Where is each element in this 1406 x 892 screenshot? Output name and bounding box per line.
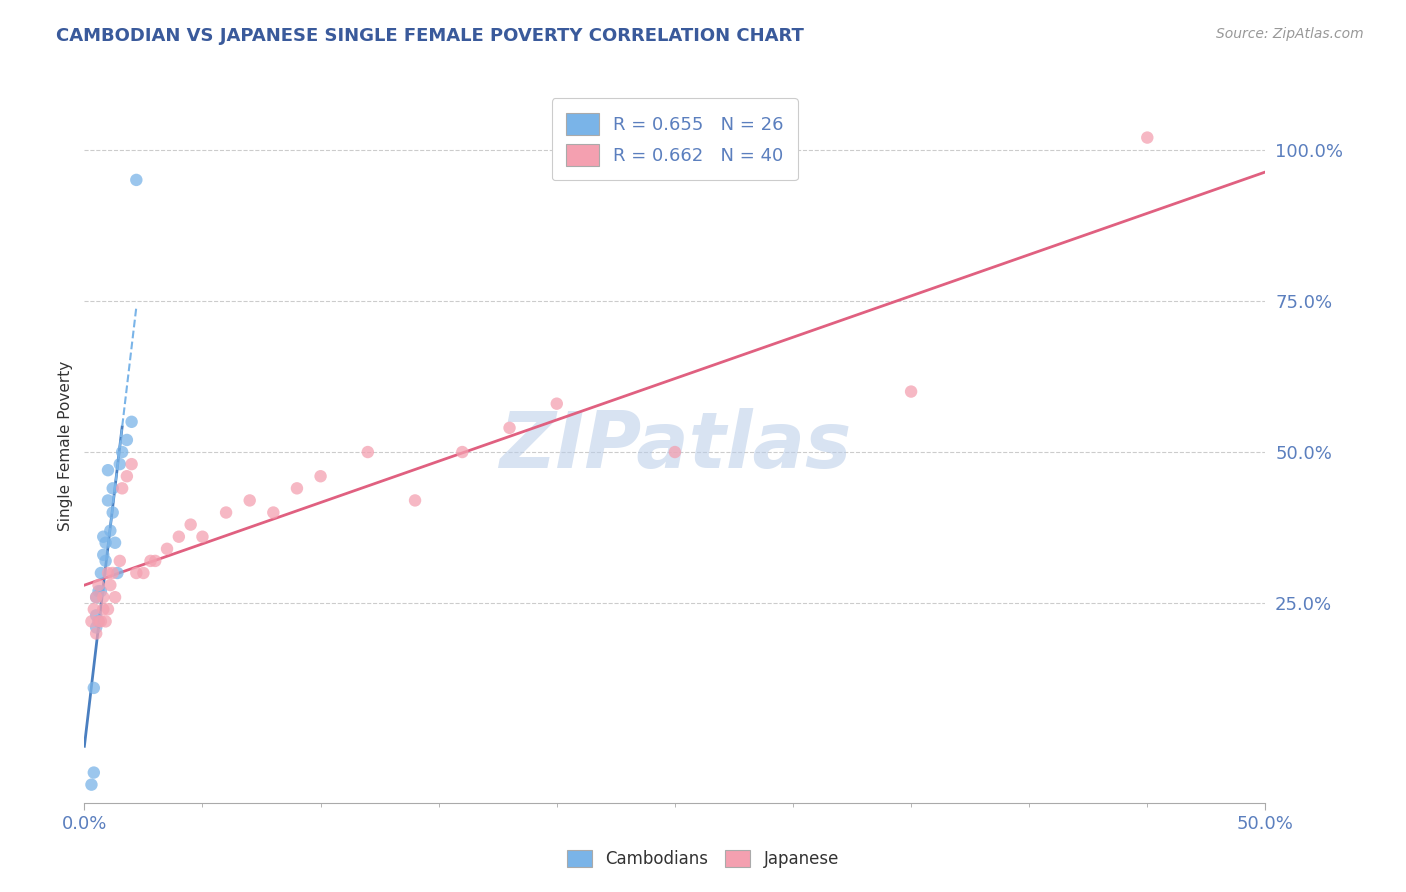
Point	[84, 620, 107, 634]
Point	[180, 517, 202, 532]
Point	[156, 541, 179, 556]
Point	[83, 602, 105, 616]
Point	[90, 566, 112, 580]
Point	[87, 584, 110, 599]
Point	[87, 615, 110, 629]
Point	[94, 535, 117, 549]
Point	[83, 765, 105, 780]
Point	[80, 778, 103, 792]
Point	[97, 566, 120, 580]
Point	[97, 602, 120, 616]
Point	[108, 457, 131, 471]
Point	[121, 415, 143, 429]
Point	[91, 590, 114, 604]
Point	[239, 493, 262, 508]
Point	[132, 566, 155, 580]
Text: ZIPatlas: ZIPatlas	[499, 408, 851, 484]
Point	[262, 506, 284, 520]
Point	[357, 445, 380, 459]
Point	[121, 457, 143, 471]
Point	[664, 445, 686, 459]
Point	[115, 433, 138, 447]
Point	[87, 615, 110, 629]
Point	[97, 463, 120, 477]
Legend: Cambodians, Japanese: Cambodians, Japanese	[561, 843, 845, 875]
Point	[90, 615, 112, 629]
Point	[215, 506, 238, 520]
Point	[98, 578, 121, 592]
Point	[91, 530, 114, 544]
Point	[1136, 130, 1159, 145]
Point	[104, 590, 127, 604]
Point	[94, 554, 117, 568]
Point	[285, 481, 308, 495]
Point	[451, 445, 474, 459]
Point	[101, 481, 124, 495]
Point	[101, 566, 124, 580]
Point	[143, 554, 166, 568]
Point	[111, 445, 134, 459]
Point	[139, 554, 162, 568]
Point	[546, 397, 568, 411]
Point	[115, 469, 138, 483]
Point	[87, 578, 110, 592]
Point	[84, 590, 107, 604]
Point	[94, 615, 117, 629]
Point	[167, 530, 190, 544]
Legend: R = 0.655   N = 26, R = 0.662   N = 40: R = 0.655 N = 26, R = 0.662 N = 40	[551, 98, 799, 180]
Point	[125, 173, 148, 187]
Point	[498, 421, 520, 435]
Text: CAMBODIAN VS JAPANESE SINGLE FEMALE POVERTY CORRELATION CHART: CAMBODIAN VS JAPANESE SINGLE FEMALE POVE…	[56, 27, 804, 45]
Point	[900, 384, 922, 399]
Point	[84, 608, 107, 623]
Point	[107, 566, 129, 580]
Point	[90, 584, 112, 599]
Point	[111, 481, 134, 495]
Point	[98, 524, 121, 538]
Y-axis label: Single Female Poverty: Single Female Poverty	[58, 361, 73, 531]
Point	[309, 469, 332, 483]
Point	[97, 493, 120, 508]
Point	[91, 602, 114, 616]
Point	[84, 590, 107, 604]
Point	[108, 554, 131, 568]
Text: Source: ZipAtlas.com: Source: ZipAtlas.com	[1216, 27, 1364, 41]
Point	[84, 626, 107, 640]
Point	[104, 535, 127, 549]
Point	[80, 615, 103, 629]
Point	[404, 493, 426, 508]
Point	[83, 681, 105, 695]
Point	[125, 566, 148, 580]
Point	[101, 506, 124, 520]
Point	[191, 530, 214, 544]
Point	[91, 548, 114, 562]
